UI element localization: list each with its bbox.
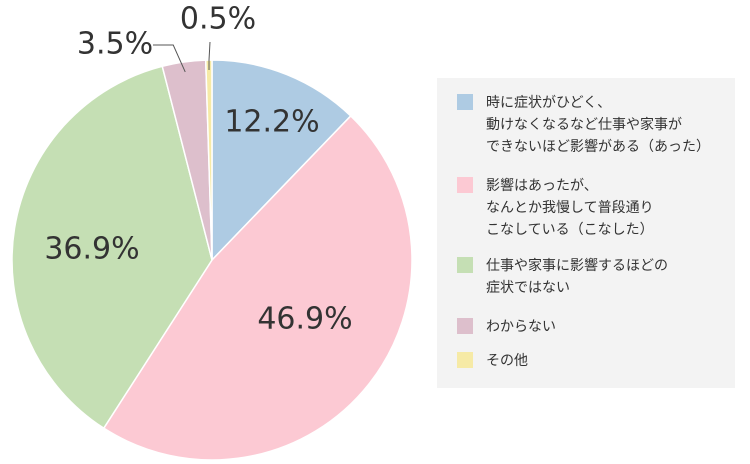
value-label: 46.9%	[257, 302, 352, 337]
legend-swatch	[457, 177, 473, 193]
legend-swatch	[457, 352, 473, 368]
leader-line	[208, 41, 211, 71]
legend-label: その他	[486, 353, 528, 369]
value-label: 3.5%	[77, 27, 153, 62]
legend-swatch	[457, 318, 473, 334]
value-label: 0.5%	[180, 2, 256, 37]
legend: 時に症状がひどく、 動けなくなるなど仕事や家事が できないほど影響がある（あった…	[437, 78, 735, 388]
pie-slice	[102, 114, 413, 461]
legend-label: 仕事や家事に影響するほどの 症状ではない	[486, 258, 668, 296]
legend-label: 影響はあったが、 なんとか我慢して普段通り こなしている（こなした）	[486, 178, 654, 238]
legend-label: 時に症状がひどく、 動けなくなるなど仕事や家事が できないほど影響がある（あった…	[486, 95, 710, 155]
value-label: 12.2%	[224, 105, 319, 140]
legend-swatch	[457, 94, 473, 110]
pie-slice	[11, 65, 213, 430]
value-label: 36.9%	[44, 232, 139, 267]
pie-slice	[211, 59, 352, 262]
legend-swatch	[457, 257, 473, 273]
legend-label: わからない	[486, 319, 556, 335]
leader-line	[153, 44, 186, 73]
